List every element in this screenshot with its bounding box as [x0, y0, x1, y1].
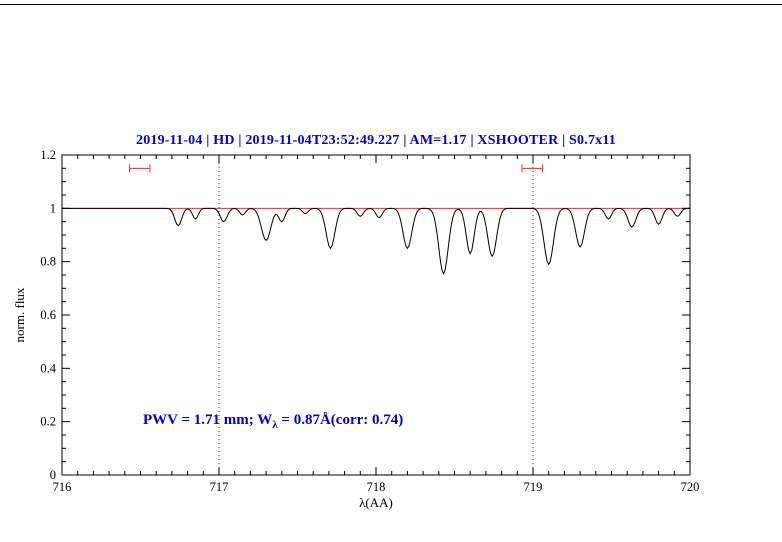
y-tick-label: 0.2 [40, 415, 56, 429]
x-tick-label: 720 [681, 480, 700, 494]
y-tick-label: 0.8 [40, 255, 56, 269]
x-tick-label: 719 [524, 480, 543, 494]
annotation-prefix: PWV = 1.71 mm; W [143, 412, 273, 428]
plot-frame [61, 154, 691, 476]
pwv-annotation: PWV = 1.71 mm; Wλ = 0.87Å(corr: 0.74) [143, 412, 403, 431]
annotation-lambda-subscript: λ [272, 419, 278, 431]
y-tick-label: 0.6 [40, 308, 56, 322]
y-tick-label: 1.2 [40, 148, 56, 162]
top-border-line [0, 4, 782, 5]
x-axis-label: λ(AA) [359, 495, 393, 510]
x-tick-label: 716 [53, 480, 72, 494]
x-tick-label: 717 [210, 480, 229, 494]
annotation-suffix: = 0.87Å(corr: 0.74) [277, 412, 404, 428]
y-tick-label: 0 [50, 468, 56, 482]
y-tick-label: 1 [50, 201, 56, 215]
y-tick-label: 0.4 [40, 361, 56, 375]
plot-title: 2019-11-04 | HD | 2019-11-04T23:52:49.22… [136, 133, 616, 148]
spectrum-line [62, 207, 691, 275]
x-tick-label: 718 [367, 480, 386, 494]
